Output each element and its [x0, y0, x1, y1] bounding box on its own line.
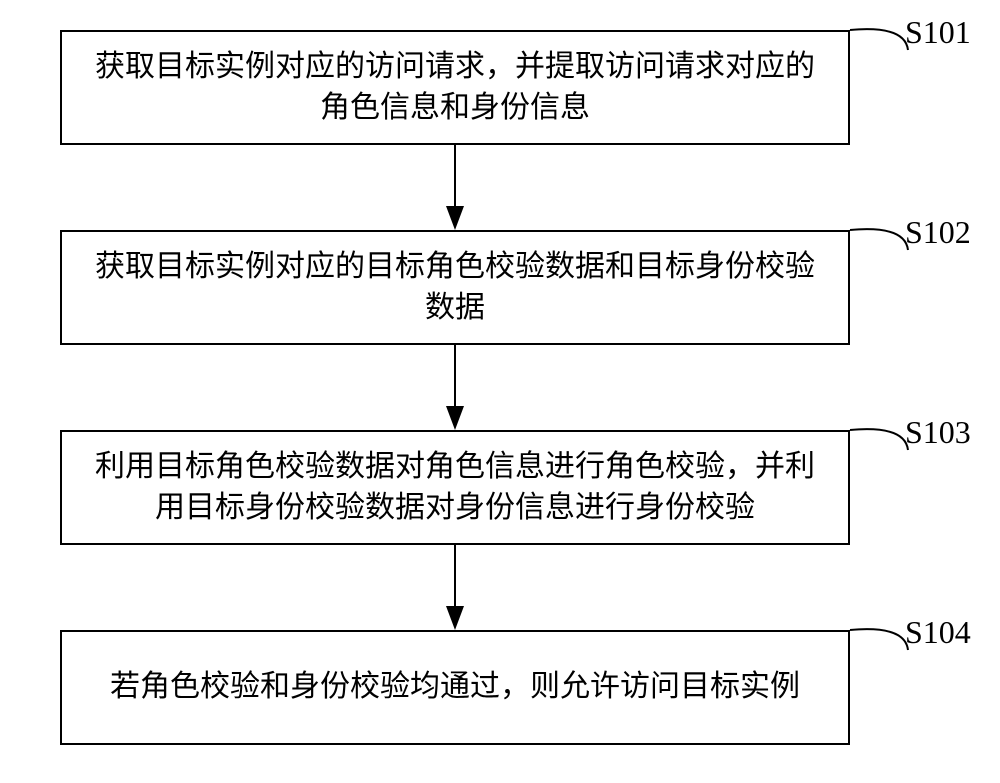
connectors-svg — [0, 0, 1000, 783]
label-connector-2 — [850, 229, 908, 250]
label-connector-1 — [850, 29, 908, 50]
label-connector-3 — [850, 429, 908, 450]
label-connector-4 — [850, 629, 908, 650]
arrow-head-2 — [446, 406, 464, 430]
arrow-head-3 — [446, 606, 464, 630]
arrow-head-1 — [446, 206, 464, 230]
flowchart-canvas: 获取目标实例对应的访问请求，并提取访问请求对应的角色信息和身份信息S101获取目… — [0, 0, 1000, 783]
